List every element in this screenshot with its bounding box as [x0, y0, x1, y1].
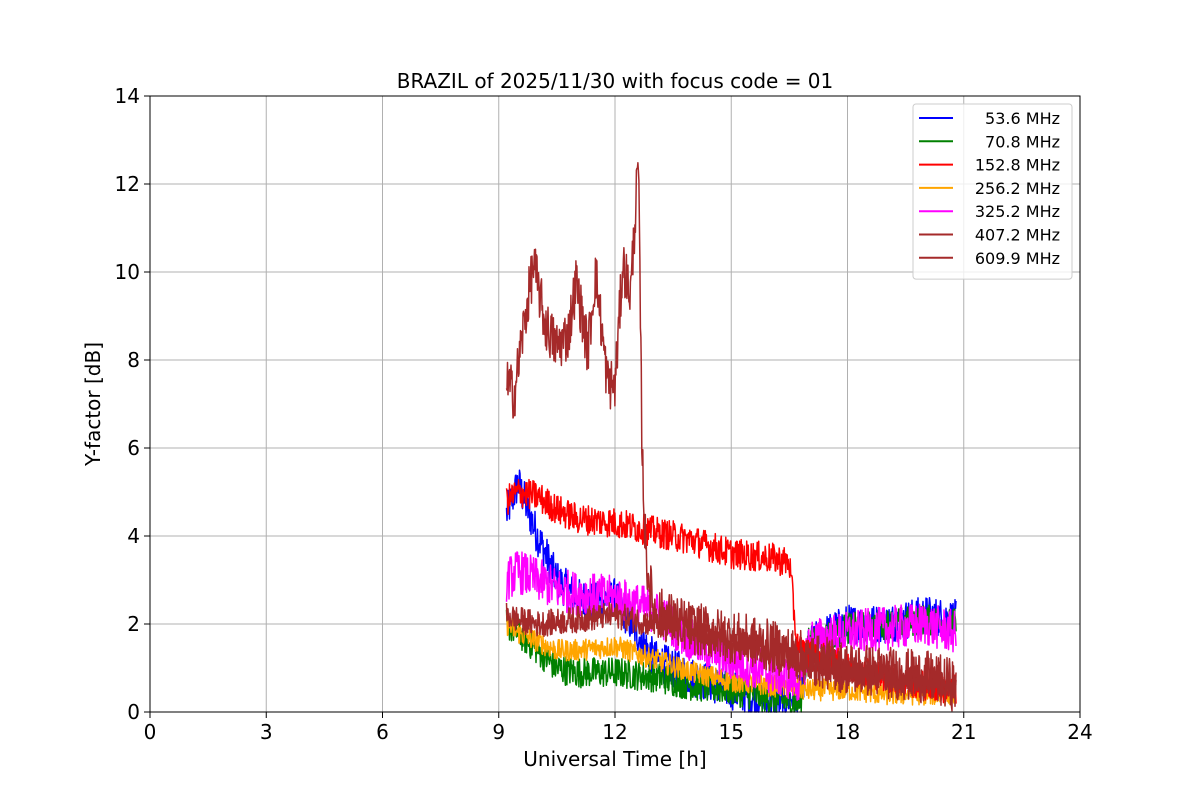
chart-title: BRAZIL of 2025/11/30 with focus code = 0…: [397, 69, 834, 93]
legend-label: 53.6 MHz: [985, 109, 1060, 128]
y-tick-label: 0: [127, 700, 140, 724]
y-tick-label: 8: [127, 348, 140, 372]
legend-label: 70.8 MHz: [985, 132, 1060, 151]
y-tick-label: 10: [115, 260, 140, 284]
series-line: [505, 602, 957, 699]
y-tick-label: 2: [127, 612, 140, 636]
x-tick-label: 15: [719, 720, 744, 744]
x-tick-label: 3: [260, 720, 273, 744]
x-tick-label: 0: [144, 720, 157, 744]
legend-label: 256.2 MHz: [975, 179, 1060, 198]
x-axis-label: Universal Time [h]: [523, 747, 706, 771]
x-tick-label: 18: [835, 720, 860, 744]
y-tick-label: 6: [127, 436, 140, 460]
series-lines: [505, 162, 957, 713]
x-tick-label: 6: [376, 720, 389, 744]
x-tick-label: 12: [602, 720, 627, 744]
y-tick-label: 12: [115, 172, 140, 196]
legend-label: 325.2 MHz: [975, 202, 1060, 221]
x-tick-label: 21: [951, 720, 976, 744]
legend-label: 609.9 MHz: [975, 249, 1060, 268]
legend: 53.6 MHz 70.8 MHz 152.8 MHz 256.2 MHz 325.2 …: [912, 103, 1073, 280]
x-tick-label: 9: [492, 720, 505, 744]
x-tick-label: 24: [1067, 720, 1092, 744]
legend-label: 407.2 MHz: [975, 226, 1060, 245]
legend-label: 152.8 MHz: [975, 156, 1060, 175]
y-axis-label: Y-factor [dB]: [81, 342, 105, 467]
y-tick-label: 14: [115, 84, 140, 108]
y-tick-label: 4: [127, 524, 140, 548]
